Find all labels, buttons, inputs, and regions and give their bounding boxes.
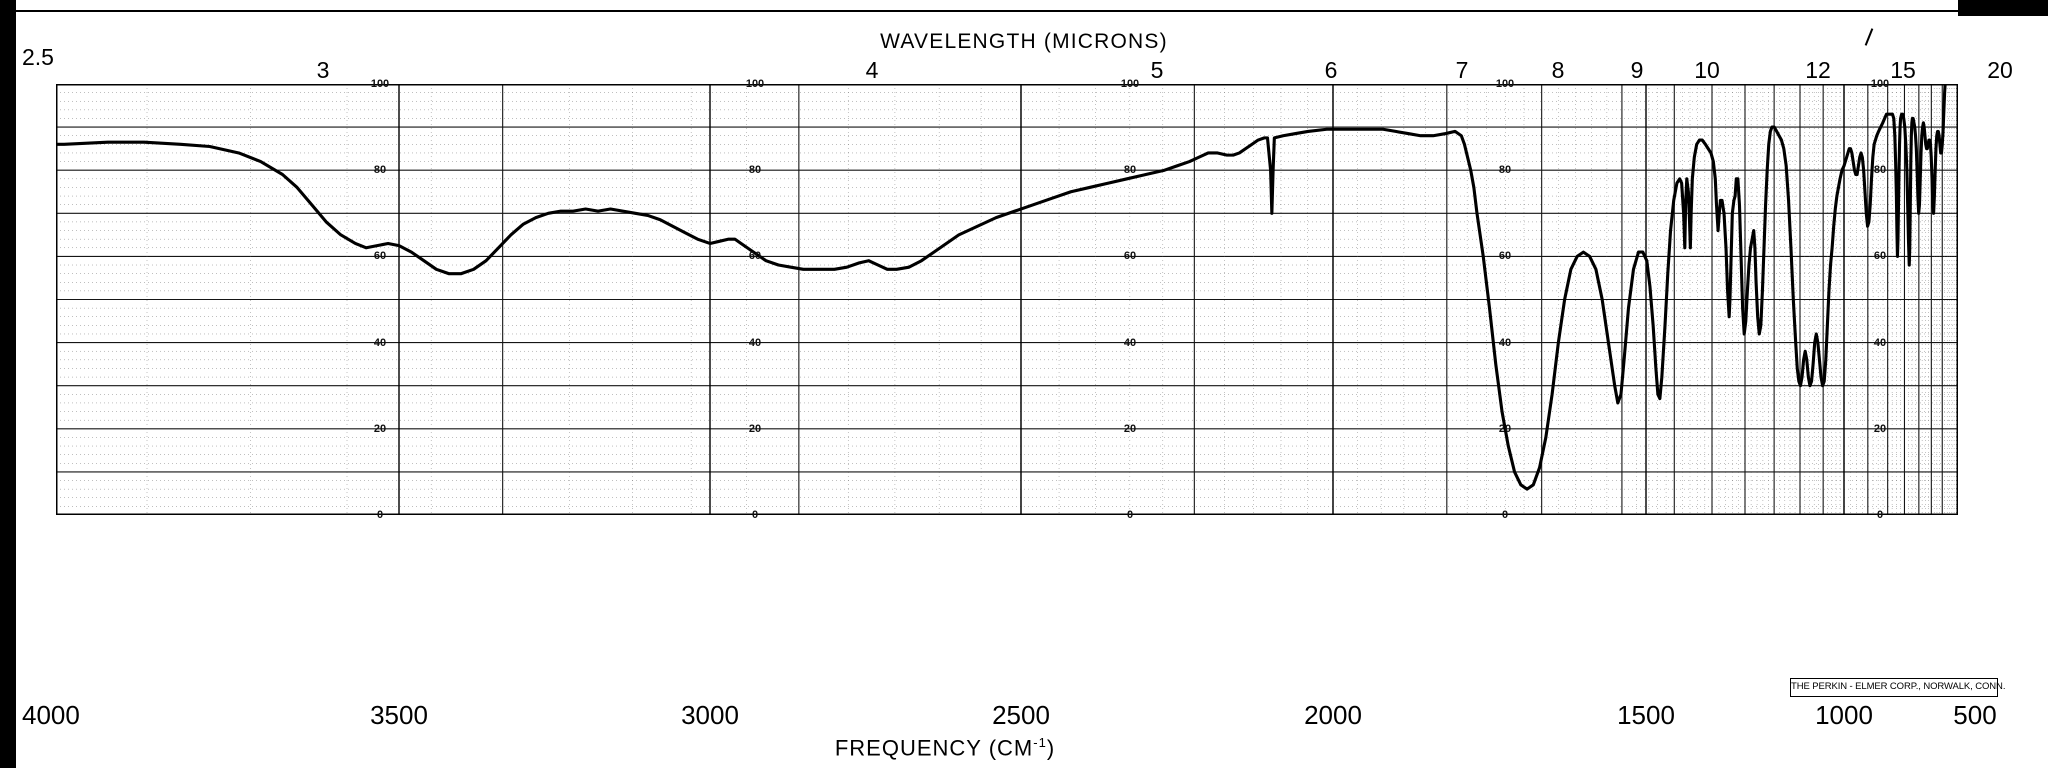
transmittance-scale-label-60: 60 [1498,250,1512,263]
manufacturer-imprint: THE PERKIN - ELMER CORP., NORWALK, CONN. [1790,678,2005,697]
transmittance-scale-label-0: 0 [751,509,759,521]
scan-paper-top [16,0,1958,10]
transmittance-scale-label-80: 80 [748,164,762,177]
spectrum-trace [56,84,1958,491]
frequency-tick-4000: 4000 [22,700,80,730]
wavelength-tick-15: 15 [1890,57,1916,83]
scan-bezel-left [0,0,16,768]
frequency-tick-2000: 2000 [1304,700,1362,730]
transmittance-scale-label-0: 0 [1501,509,1509,521]
wavelength-tick-20: 20 [1987,57,2013,83]
transmittance-scale-label-20: 20 [1123,422,1137,435]
wavelength-tick-9: 9 [1630,57,1644,83]
transmittance-scale-label-20: 20 [373,422,387,435]
transmittance-scale-label-40: 40 [1873,336,1887,349]
frequency-axis-title-main: FREQUENCY (CM [834,735,1034,761]
frequency-tick-2500: 2500 [992,700,1050,730]
transmittance-scale-label-0: 0 [376,509,384,521]
transmittance-scale-label-100: 100 [1870,78,1890,90]
frequency-axis-title-exponent: -1 [1033,735,1047,750]
transmittance-scale-label-20: 20 [1498,422,1512,435]
frequency-tick-1500: 1500 [1617,700,1675,730]
transmittance-scale-label-20: 20 [748,422,762,435]
wavelength-axis-title: WAVELENGTH (MICRONS) [0,30,2048,54]
wavelength-tick-3: 3 [316,57,330,83]
transmittance-scale-label-100: 100 [1120,78,1140,90]
wavelength-tick-5: 5 [1150,57,1164,83]
transmittance-scale-label-0: 0 [1126,509,1134,521]
frequency-axis-title: FREQUENCY (CM-1) [0,735,1890,761]
transmittance-scale-label-60: 60 [748,250,762,263]
transmittance-scale-label-40: 40 [1123,336,1137,349]
transmittance-scale-label-100: 100 [1495,78,1515,90]
frequency-axis-title-end: ) [1046,735,1056,761]
transmittance-scale-label-0: 0 [1876,509,1884,521]
wavelength-tick-7: 7 [1455,57,1469,83]
frequency-tick-500: 500 [1953,700,1997,730]
wavelength-tick-10: 10 [1694,57,1720,83]
wavelength-axis-title-text: WAVELENGTH (MICRONS) [880,30,1168,53]
transmittance-scale-label-100: 100 [370,78,390,90]
transmittance-scale-label-40: 40 [748,336,762,349]
transmittance-scale-label-80: 80 [1498,164,1512,177]
wavelength-tick-8: 8 [1551,57,1565,83]
scan-paper-bottom [16,752,2048,768]
transmittance-scale-label-80: 80 [1873,164,1887,177]
transmittance-scale-label-60: 60 [1123,250,1137,263]
spectrum-plot-area [56,84,1958,515]
frequency-tick-3000: 3000 [681,700,739,730]
transmittance-scale-label-60: 60 [373,250,387,263]
chart-grid [56,84,1958,515]
transmittance-scale-label-60: 60 [1873,250,1887,263]
frequency-tick-3500: 3500 [370,700,428,730]
scan-bezel-top-right [1958,0,2048,16]
transmittance-scale-label-40: 40 [373,336,387,349]
transmittance-scale-label-80: 80 [373,164,387,177]
transmittance-scale-label-20: 20 [1873,422,1887,435]
wavelength-tick-6: 6 [1324,57,1338,83]
transmittance-scale-label-40: 40 [1498,336,1512,349]
spectrum-svg [56,84,1958,515]
transmittance-scale-label-80: 80 [1123,164,1137,177]
wavelength-tick-12: 12 [1805,57,1831,83]
wavelength-tick-4: 4 [865,57,879,83]
frequency-tick-1000: 1000 [1815,700,1873,730]
transmittance-scale-label-100: 100 [745,78,765,90]
wavelength-tick-2-5: 2.5 [22,44,54,70]
